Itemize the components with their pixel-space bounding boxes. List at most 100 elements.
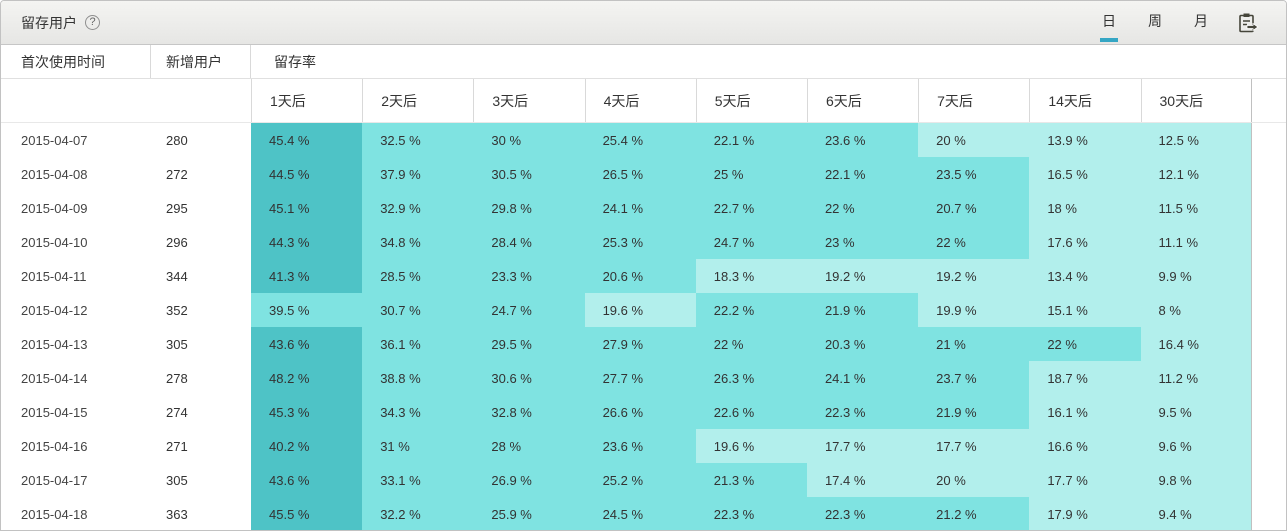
retention-cell: 16.1 %	[1029, 395, 1141, 429]
retention-cell: 48.2 %	[251, 361, 363, 395]
table-row: 2015-04-11 344 41.3 % 28.5 % 23.3 % 20.6 % 18.…	[1, 259, 1286, 293]
retention-cell: 22.3 %	[806, 497, 919, 530]
retention-cell: 22 %	[806, 191, 919, 225]
retention-cell: 23.3 %	[473, 259, 585, 293]
retention-cell: 38.8 %	[362, 361, 474, 395]
retention-cell: 30.7 %	[362, 293, 474, 327]
retention-cell: 31 %	[362, 429, 474, 463]
retention-cell: 24.1 %	[806, 361, 919, 395]
retention-cell: 25.4 %	[584, 123, 696, 157]
retention-cell: 18.7 %	[1029, 361, 1141, 395]
new-users-count: 296	[166, 234, 188, 250]
header-first-use-time: 首次使用时间	[1, 45, 151, 78]
page-title: 留存用户	[21, 14, 77, 31]
new-users-count: 305	[166, 336, 188, 352]
retention-cell: 24.5 %	[584, 497, 696, 530]
retention-cell: 32.2 %	[362, 497, 474, 530]
retention-cell: 22.3 %	[806, 395, 919, 429]
retention-cell: 17.7 %	[806, 429, 919, 463]
day-header-1: 1天后	[251, 79, 362, 122]
export-report-icon[interactable]	[1236, 11, 1260, 35]
retention-cell: 21.9 %	[918, 395, 1030, 429]
day-header-30: 30天后	[1140, 79, 1252, 122]
new-users-count: 280	[166, 132, 188, 148]
table-row: 2015-04-08 272 44.5 % 37.9 % 30.5 % 26.5 % 25 …	[1, 157, 1286, 191]
retention-cell: 19.6 %	[584, 293, 696, 327]
retention-cell: 12.1 %	[1140, 157, 1252, 191]
retention-cell: 34.3 %	[362, 395, 474, 429]
cohort-date: 2015-04-10	[21, 234, 88, 250]
retention-cell: 20 %	[918, 463, 1030, 497]
new-users-count: 272	[166, 166, 188, 182]
retention-cell: 19.2 %	[918, 259, 1030, 293]
retention-cell: 44.5 %	[251, 157, 363, 191]
day-header-2: 2天后	[362, 79, 473, 122]
retention-cell: 25 %	[695, 157, 807, 191]
new-users-count: 305	[166, 472, 188, 488]
retention-cell: 17.6 %	[1029, 225, 1141, 259]
retention-cell: 16.5 %	[1029, 157, 1141, 191]
retention-cell: 45.1 %	[251, 191, 363, 225]
retention-cell: 32.9 %	[362, 191, 474, 225]
retention-cell: 29.5 %	[473, 327, 585, 361]
retention-cell: 22.3 %	[695, 497, 807, 530]
retention-cell: 21 %	[918, 327, 1030, 361]
day-header-14: 14天后	[1029, 79, 1140, 122]
retention-cell: 26.6 %	[584, 395, 696, 429]
retention-cell: 22 %	[695, 327, 807, 361]
day-header-5: 5天后	[695, 79, 807, 122]
retention-cell: 30 %	[473, 123, 585, 157]
retention-cell: 16.6 %	[1029, 429, 1141, 463]
retention-cell: 12.5 %	[1140, 123, 1252, 157]
retention-cell: 18.3 %	[695, 259, 807, 293]
header-spacer	[1, 79, 251, 122]
cohort-date: 2015-04-16	[21, 438, 88, 454]
retention-cell: 17.9 %	[1029, 497, 1141, 530]
retention-cell: 32.8 %	[473, 395, 585, 429]
table-row: 2015-04-15 274 45.3 % 34.3 % 32.8 % 26.6 % 22.…	[1, 395, 1286, 429]
retention-cell: 25.2 %	[584, 463, 696, 497]
retention-cell: 24.1 %	[584, 191, 696, 225]
day-header-4: 4天后	[584, 79, 696, 122]
help-icon[interactable]: ?	[85, 15, 100, 30]
retention-cell: 22 %	[918, 225, 1030, 259]
day-header-6: 6天后	[806, 79, 918, 122]
tab-day[interactable]: 日	[1100, 3, 1118, 42]
retention-cell: 20.6 %	[584, 259, 696, 293]
new-users-count: 352	[166, 302, 188, 318]
table-row: 2015-04-09 295 45.1 % 32.9 % 29.8 % 24.1 % 22.…	[1, 191, 1286, 225]
retention-cell: 9.6 %	[1140, 429, 1252, 463]
retention-cell: 43.6 %	[251, 463, 363, 497]
table-row: 2015-04-12 352 39.5 % 30.7 % 24.7 % 19.6 % 22.…	[1, 293, 1286, 327]
retention-cell: 23.5 %	[918, 157, 1030, 191]
table-body: 2015-04-07 280 45.4 % 32.5 % 30 % 25.4 % 22.1 …	[1, 123, 1286, 530]
retention-cell: 20.7 %	[918, 191, 1030, 225]
title-bar: 留存用户 ? 日 周 月	[1, 1, 1286, 45]
retention-cell: 17.4 %	[806, 463, 919, 497]
table-header-days: 1天后 2天后 3天后 4天后 5天后 6天后 7天后 14天后 30天后	[1, 79, 1286, 123]
retention-cell: 34.8 %	[362, 225, 474, 259]
cohort-date: 2015-04-15	[21, 404, 88, 420]
retention-cell: 26.9 %	[473, 463, 585, 497]
retention-cell: 28.4 %	[473, 225, 585, 259]
tab-week[interactable]: 周	[1148, 13, 1162, 29]
retention-cell: 15.1 %	[1029, 293, 1141, 327]
title-area: 留存用户 ?	[21, 13, 100, 33]
cohort-date: 2015-04-18	[21, 506, 88, 522]
retention-cell: 8 %	[1140, 293, 1252, 327]
retention-cell: 39.5 %	[251, 293, 363, 327]
retention-cell: 20 %	[918, 123, 1030, 157]
table-row: 2015-04-17 305 43.6 % 33.1 % 26.9 % 25.2 % 21.…	[1, 463, 1286, 497]
retention-cell: 13.9 %	[1029, 123, 1141, 157]
new-users-count: 274	[166, 404, 188, 420]
retention-cell: 22 %	[1029, 327, 1141, 361]
header-retention-rate: 留存率	[274, 53, 316, 70]
table-row: 2015-04-18 363 45.5 % 32.2 % 25.9 % 24.5 % 22.…	[1, 497, 1286, 530]
tab-month[interactable]: 月	[1194, 13, 1208, 29]
retention-cell: 11.5 %	[1140, 191, 1252, 225]
cohort-date: 2015-04-17	[21, 472, 88, 488]
retention-cell: 45.3 %	[251, 395, 363, 429]
retention-cell: 19.9 %	[918, 293, 1030, 327]
retention-cell: 26.5 %	[584, 157, 696, 191]
